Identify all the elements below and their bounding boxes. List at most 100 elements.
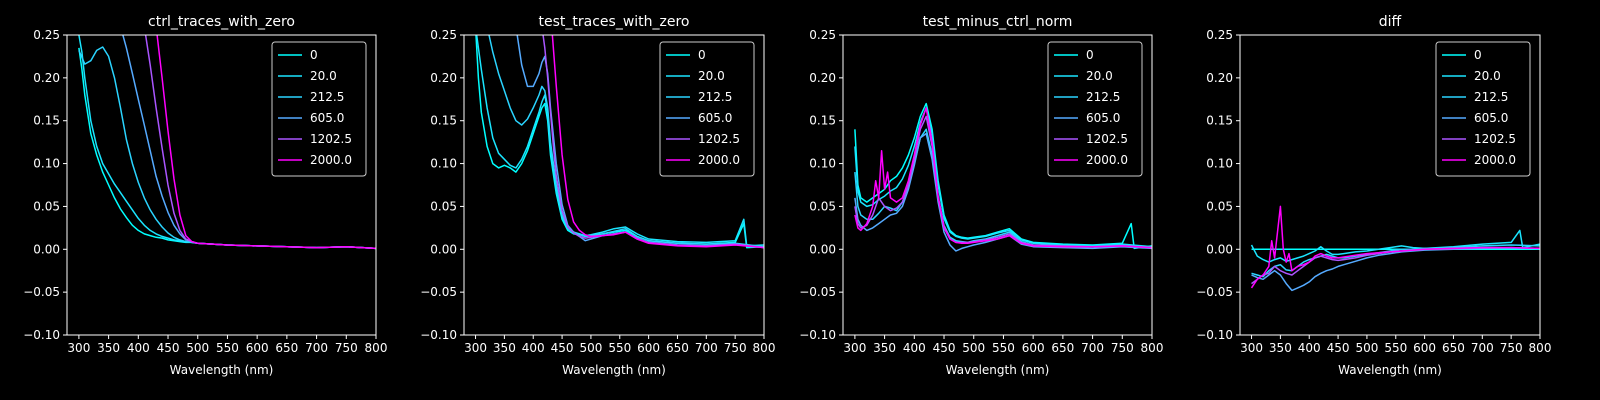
y-tick-label: 0.20	[809, 71, 836, 85]
x-tick-label: 800	[1141, 341, 1164, 355]
series-line-20.0	[1250, 229, 1540, 263]
chart-panels: 300 350 400 450 500 550 600 650 700 750 800 −0.10 −0…	[23, 14, 1551, 377]
x-tick-label: 450	[157, 341, 180, 355]
x-axis-label: Wavelength (nm)	[170, 363, 274, 377]
x-axis-label: Wavelength (nm)	[562, 363, 666, 377]
x-tick-label: 300	[1240, 341, 1263, 355]
axes-frame	[842, 34, 1153, 336]
legend-label: 212.5	[1474, 90, 1508, 104]
axes-frame	[66, 34, 377, 336]
x-tick-label: 350	[97, 341, 120, 355]
x-tick-label: 500	[1355, 341, 1378, 355]
y-tick-label: −0.10	[420, 328, 457, 342]
legend-label: 605.0	[1474, 111, 1508, 125]
x-tick-label: 700	[1081, 341, 1104, 355]
y-tick-label: 0.15	[430, 114, 457, 128]
legend-label: 1202.5	[698, 132, 740, 146]
y-tick-label: 0.10	[430, 157, 457, 171]
x-tick-label: 800	[753, 341, 776, 355]
y-tick-label: 0.10	[33, 157, 60, 171]
legend: 0 20.0 212.5 605.0 1202.5 2000.0	[271, 41, 367, 177]
chart-title: diff	[1379, 14, 1402, 30]
legend-label: 2000.0	[1474, 153, 1516, 167]
legend-label: 1202.5	[310, 132, 352, 146]
legend-label: 0	[1474, 48, 1482, 62]
chart-title: ctrl_traces_with_zero	[148, 14, 295, 30]
y-tick-label: 0.20	[33, 71, 60, 85]
legend-label: 1202.5	[1086, 132, 1128, 146]
axes-frame	[463, 34, 765, 336]
x-tick-label: 650	[275, 341, 298, 355]
y-tick-label: 0.00	[430, 242, 457, 256]
series-line-1202.5	[542, 35, 764, 249]
legend: 0 20.0 212.5 605.0 1202.5 2000.0	[1047, 41, 1143, 177]
legend-label: 605.0	[698, 111, 732, 125]
y-tick-label: 0.00	[809, 242, 836, 256]
legend-label: 2000.0	[310, 153, 352, 167]
y-tick-label: 0.05	[33, 199, 60, 213]
x-tick-label: 450	[933, 341, 956, 355]
series-group	[78, 35, 376, 250]
y-tick-label: 0.25	[1206, 28, 1233, 42]
x-tick-label: 450	[1327, 341, 1350, 355]
x-tick-label: 750	[1500, 341, 1523, 355]
chart-panel: 300 350 400 450 500 550 600 650 700 750 800 −0.10 −0…	[420, 14, 775, 377]
x-tick-label: 800	[365, 341, 388, 355]
legend-label: 20.0	[698, 69, 725, 83]
x-tick-label: 600	[1413, 341, 1436, 355]
x-tick-label: 700	[305, 341, 328, 355]
y-tick-label: −0.05	[23, 285, 60, 299]
legend-label: 2000.0	[1086, 153, 1128, 167]
y-tick-label: −0.05	[420, 285, 457, 299]
x-tick-label: 300	[67, 341, 90, 355]
y-tick-label: 0.10	[809, 157, 836, 171]
y-tick-label: 0.20	[430, 71, 457, 85]
legend: 0 20.0 212.5 605.0 1202.5 2000.0	[659, 41, 755, 177]
x-tick-label: 700	[1471, 341, 1494, 355]
x-tick-label: 550	[1384, 341, 1407, 355]
x-tick-label: 550	[608, 341, 631, 355]
x-tick-label: 750	[335, 341, 358, 355]
y-tick-label: 0.25	[809, 28, 836, 42]
x-tick-label: 650	[1051, 341, 1074, 355]
y-tick-label: 0.15	[33, 114, 60, 128]
y-tick-label: −0.10	[23, 328, 60, 342]
x-tick-label: 400	[1298, 341, 1321, 355]
x-tick-label: 350	[1269, 341, 1292, 355]
series-line-605.0	[854, 132, 1152, 252]
x-axis-label: Wavelength (nm)	[1338, 363, 1442, 377]
x-tick-label: 400	[903, 341, 926, 355]
x-tick-label: 650	[1442, 341, 1465, 355]
series-group	[1250, 205, 1540, 292]
chart-panel: 300 350 400 450 500 550 600 650 700 750 800 −0.10 −0…	[1196, 14, 1551, 377]
x-tick-label: 300	[843, 341, 866, 355]
x-tick-label: 750	[1111, 341, 1134, 355]
x-tick-label: 700	[695, 341, 718, 355]
x-tick-label: 500	[186, 341, 209, 355]
y-tick-label: 0.25	[430, 28, 457, 42]
x-tick-label: 300	[464, 341, 487, 355]
series-line-2000.0	[854, 107, 1152, 249]
series-line-2000.0	[156, 35, 376, 250]
legend-label: 20.0	[1086, 69, 1113, 83]
legend: 0 20.0 212.5 605.0 1202.5 2000.0	[1435, 41, 1531, 177]
legend-label: 0	[1086, 48, 1094, 62]
x-tick-label: 750	[724, 341, 747, 355]
legend-label: 212.5	[1086, 90, 1120, 104]
x-tick-label: 450	[551, 341, 574, 355]
x-tick-label: 800	[1529, 341, 1552, 355]
x-axis-label: Wavelength (nm)	[946, 363, 1050, 377]
legend-label: 0	[310, 48, 318, 62]
x-tick-label: 500	[962, 341, 985, 355]
legend-label: 20.0	[1474, 69, 1501, 83]
legend-label: 212.5	[698, 90, 732, 104]
y-tick-label: −0.10	[1196, 328, 1233, 342]
y-tick-label: −0.05	[799, 285, 836, 299]
y-tick-label: 0.15	[809, 114, 836, 128]
series-line-2000.0	[1250, 205, 1540, 289]
chart-title: test_minus_ctrl_norm	[923, 14, 1073, 30]
series-line-2000.0	[551, 35, 764, 249]
y-tick-label: 0.05	[809, 199, 836, 213]
legend-label: 1202.5	[1474, 132, 1516, 146]
